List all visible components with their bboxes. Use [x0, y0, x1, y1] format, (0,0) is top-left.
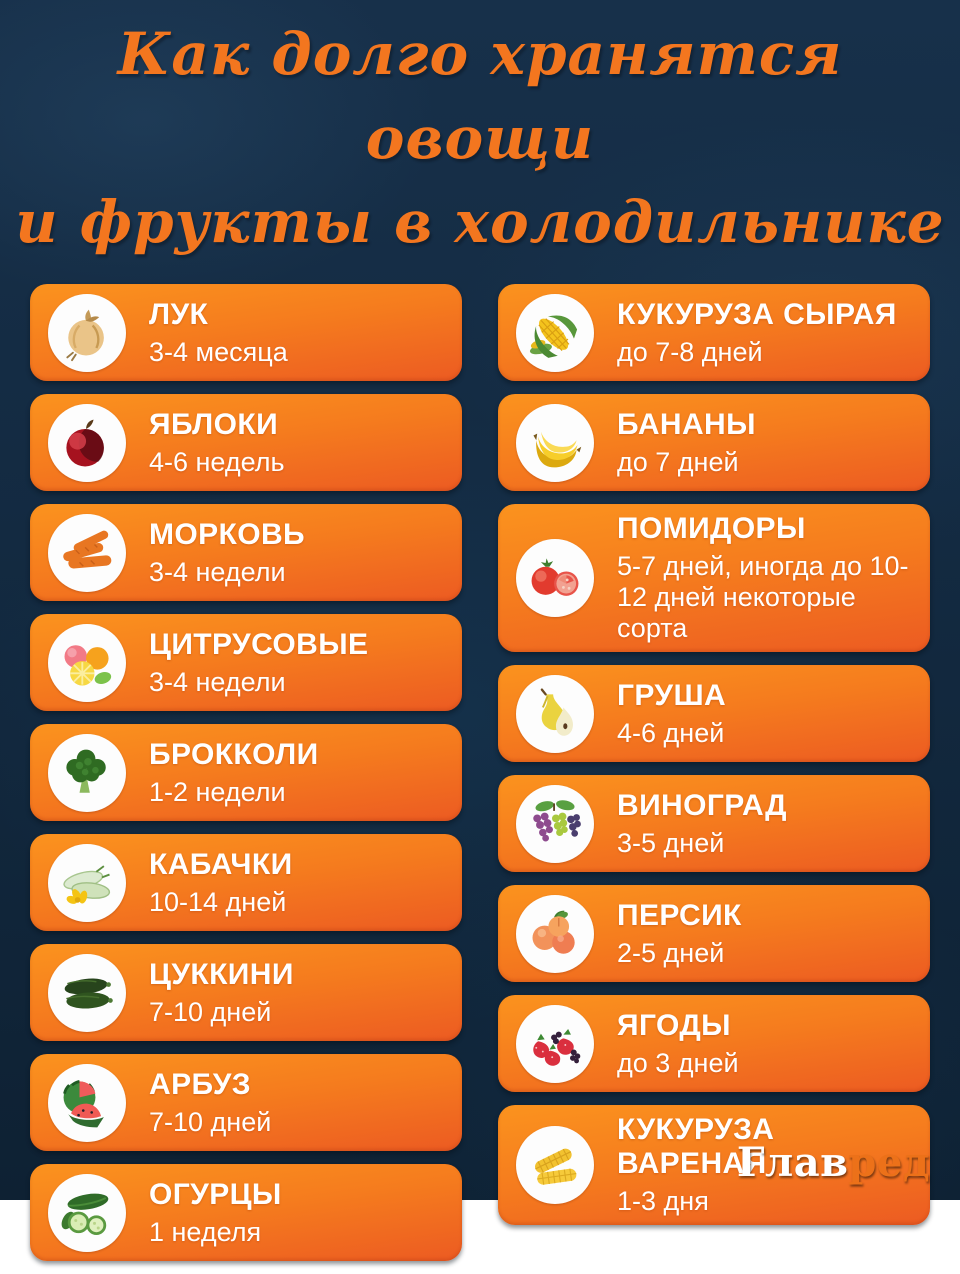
- produce-name: ВИНОГРАД: [617, 788, 787, 822]
- produce-name: ЯГОДЫ: [617, 1008, 731, 1042]
- broccoli-icon: [48, 733, 126, 812]
- produce-card: ПОМИДОРЫ 5-7 дней, иногда до 10-12 дней …: [498, 504, 930, 653]
- page-title-line2: и фрукты в холодильнике: [15, 188, 945, 257]
- onion-icon: [48, 293, 126, 372]
- produce-name: ЛУК: [149, 297, 209, 331]
- produce-card: ПЕРСИК 2-5 дней: [498, 885, 930, 983]
- produce-card: АРБУЗ 7-10 дней: [30, 1054, 462, 1152]
- produce-card: КУКУРУЗА СЫРАЯ до 7-8 дней: [498, 284, 930, 382]
- logo-part2: ред: [848, 1139, 930, 1186]
- produce-duration: 1-3 дня: [617, 1186, 709, 1217]
- banana-icon: [516, 403, 594, 482]
- produce-name: АРБУЗ: [149, 1067, 251, 1101]
- produce-card: БРОККОЛИ 1-2 недели: [30, 724, 462, 822]
- produce-name: ЯБЛОКИ: [149, 407, 279, 441]
- left-column: ЛУК 3-4 месяца ЯБЛОКИ 4-6 недель МОРКОВЬ…: [30, 284, 462, 1274]
- zucchini-icon: [48, 953, 126, 1032]
- produce-duration: 2-5 дней: [617, 937, 725, 968]
- logo-part1: Глав: [736, 1139, 849, 1186]
- produce-duration: до 7 дней: [617, 446, 739, 477]
- produce-duration: 3-4 месяца: [149, 336, 288, 367]
- produce-duration: 3-5 дней: [617, 827, 725, 858]
- produce-card: ЛУК 3-4 месяца: [30, 284, 462, 382]
- citrus-icon: [48, 623, 126, 702]
- produce-name: ЦИТРУСОВЫЕ: [149, 627, 369, 661]
- glavred-logo: Главред: [737, 1139, 930, 1186]
- peach-icon: [516, 894, 594, 973]
- produce-name: ЦУККИНИ: [149, 957, 294, 991]
- page-title-line1: Как долго хранятся овощи: [117, 20, 843, 173]
- produce-card: ЯГОДЫ до 3 дней: [498, 995, 930, 1093]
- produce-name: КУКУРУЗА СЫРАЯ: [617, 297, 897, 331]
- carrot-icon: [48, 513, 126, 592]
- produce-card: МОРКОВЬ 3-4 недели: [30, 504, 462, 602]
- apple-icon: [48, 403, 126, 482]
- produce-name: ПОМИДОРЫ: [617, 512, 806, 546]
- produce-name: ПЕРСИК: [617, 898, 742, 932]
- produce-duration: 7-10 дней: [149, 996, 272, 1027]
- produce-card: ВИНОГРАД 3-5 дней: [498, 775, 930, 873]
- grape-icon: [516, 784, 594, 863]
- produce-card: ЦУККИНИ 7-10 дней: [30, 944, 462, 1042]
- corn-raw-icon: [516, 293, 594, 372]
- produce-name: БАНАНЫ: [617, 407, 756, 441]
- produce-card: ЯБЛОКИ 4-6 недель: [30, 394, 462, 492]
- produce-duration: 5-7 дней, иногда до 10-12 дней некоторые…: [617, 551, 909, 644]
- produce-duration: до 7-8 дней: [617, 336, 763, 367]
- right-column: КУКУРУЗА СЫРАЯ до 7-8 дней БАНАНЫ до 7 д…: [498, 284, 930, 1238]
- produce-card: ЦИТРУСОВЫЕ 3-4 недели: [30, 614, 462, 712]
- produce-card: БАНАНЫ до 7 дней: [498, 394, 930, 492]
- produce-duration: 7-10 дней: [149, 1106, 272, 1137]
- berries-icon: [516, 1004, 594, 1083]
- produce-name: КУКУРУЗА ВАРЕНАЯ: [617, 1113, 775, 1181]
- produce-duration: 4-6 недель: [149, 446, 285, 477]
- produce-duration: 3-4 недели: [149, 666, 286, 697]
- produce-card: ОГУРЦЫ 1 неделя: [30, 1164, 462, 1262]
- produce-name: КАБАЧКИ: [149, 847, 293, 881]
- pear-icon: [516, 674, 594, 753]
- produce-duration: до 3 дней: [617, 1047, 739, 1078]
- page-title: Как долго хранятся овощи и фрукты в холо…: [0, 0, 960, 264]
- cucumber-icon: [48, 1173, 126, 1252]
- produce-duration: 1-2 недели: [149, 776, 286, 807]
- produce-duration: 10-14 дней: [149, 886, 287, 917]
- cards-grid: ЛУК 3-4 месяца ЯБЛОКИ 4-6 недель МОРКОВЬ…: [0, 264, 960, 1274]
- produce-card: КАБАЧКИ 10-14 дней: [30, 834, 462, 932]
- produce-duration: 3-4 недели: [149, 556, 286, 587]
- produce-name: МОРКОВЬ: [149, 517, 306, 551]
- watermelon-icon: [48, 1063, 126, 1142]
- tomato-icon: [516, 539, 594, 618]
- produce-duration: 4-6 дней: [617, 717, 725, 748]
- produce-name: ОГУРЦЫ: [149, 1177, 282, 1211]
- produce-name: БРОККОЛИ: [149, 737, 319, 771]
- produce-duration: 1 неделя: [149, 1216, 262, 1247]
- squash-icon: [48, 843, 126, 922]
- produce-name: ГРУША: [617, 678, 727, 712]
- corn-boiled-icon: [516, 1126, 594, 1205]
- produce-card: ГРУША 4-6 дней: [498, 665, 930, 763]
